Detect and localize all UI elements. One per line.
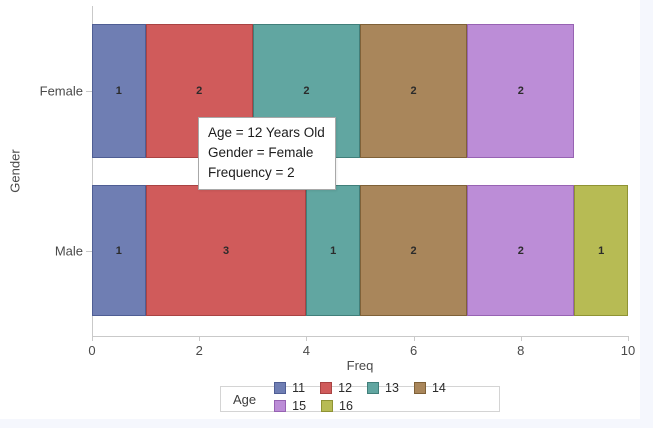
bar-segment-male-age-14[interactable]	[360, 185, 468, 316]
x-tick-label-8: 8	[517, 343, 525, 358]
segment-value-label: 2	[517, 244, 524, 257]
bar-segment-female-age-11[interactable]	[92, 24, 146, 158]
legend-item-age-11: 11	[274, 381, 305, 395]
bar-segment-male-age-16[interactable]	[574, 185, 628, 316]
legend-item-age-15: 15	[274, 399, 306, 413]
bar-segment-female-age-14[interactable]	[360, 24, 468, 158]
legend-item-age-12: 12	[320, 381, 352, 395]
bar-segment-male-age-11[interactable]	[92, 185, 146, 316]
y-tick-label-male: Male	[54, 243, 83, 258]
legend-item-age-14: 14	[413, 381, 446, 395]
x-tick-label-6: 6	[409, 343, 418, 358]
segment-value-label: 2	[410, 85, 417, 97]
tooltip-line-age: Age = 12 Years Old	[208, 125, 325, 140]
legend-label-age-15: 15	[292, 399, 307, 413]
x-tick-label-0: 0	[88, 343, 96, 358]
legend-swatch-age-11	[274, 382, 287, 394]
legend-items: 11 12 13 14 15 16	[274, 381, 487, 417]
y-tick-mark	[86, 91, 92, 92]
bar-segment-male-age-12[interactable]	[145, 185, 307, 316]
tooltip-line-frequency: Frequency = 2	[208, 165, 295, 180]
bar-segment-female-age-15[interactable]	[467, 24, 575, 158]
legend-label-age-13: 13	[385, 381, 399, 395]
x-tick-label-10: 10	[620, 343, 636, 358]
y-axis-title: Gender	[7, 149, 23, 193]
legend-swatch-age-13	[367, 382, 380, 394]
legend-title: Age	[233, 391, 257, 407]
legend: Age 11 12 13 14 15 16	[220, 381, 500, 413]
legend-item-age-16: 16	[321, 399, 353, 413]
segment-value-label: 2	[303, 85, 310, 97]
legend-label-age-16: 16	[339, 399, 353, 413]
x-tick-mark	[92, 337, 93, 341]
bar-segment-male-age-13[interactable]	[306, 185, 360, 316]
x-tick-label-4: 4	[302, 343, 311, 358]
legend-swatch-age-14	[413, 382, 426, 394]
x-tick-mark	[306, 337, 308, 341]
legend-item-age-13: 13	[367, 381, 399, 395]
legend-swatch-age-16	[321, 400, 334, 412]
y-axis-line	[92, 6, 93, 337]
legend-swatch-age-15	[274, 400, 287, 412]
segment-value-label: 3	[222, 244, 230, 257]
y-tick-label-female: Female	[39, 83, 83, 99]
legend-label-age-14: 14	[431, 381, 446, 395]
bar-segment-male-age-15[interactable]	[467, 185, 575, 316]
x-tick-mark	[520, 337, 522, 341]
x-tick-mark	[199, 337, 201, 341]
y-tick-mark	[86, 250, 92, 252]
legend-swatch-age-12	[320, 382, 333, 394]
segment-value-label: 1	[115, 244, 122, 257]
tooltip: Age = 12 Years Old Gender = Female Frequ…	[198, 117, 336, 190]
segment-value-label: 1	[598, 244, 605, 257]
legend-label-age-12: 12	[338, 381, 353, 395]
segment-value-label: 1	[115, 85, 122, 97]
x-tick-mark	[413, 337, 415, 341]
x-axis-line	[92, 336, 629, 337]
segment-value-label: 2	[517, 85, 524, 97]
segment-value-label: 2	[196, 85, 203, 97]
legend-label-age-11: 11	[292, 381, 306, 395]
x-tick-mark	[628, 337, 629, 341]
segment-value-label: 1	[330, 244, 337, 257]
tooltip-line-gender: Gender = Female	[208, 145, 314, 160]
x-axis-title: Freq	[346, 358, 374, 373]
x-tick-label-2: 2	[195, 343, 203, 358]
segment-value-label: 2	[410, 244, 417, 257]
